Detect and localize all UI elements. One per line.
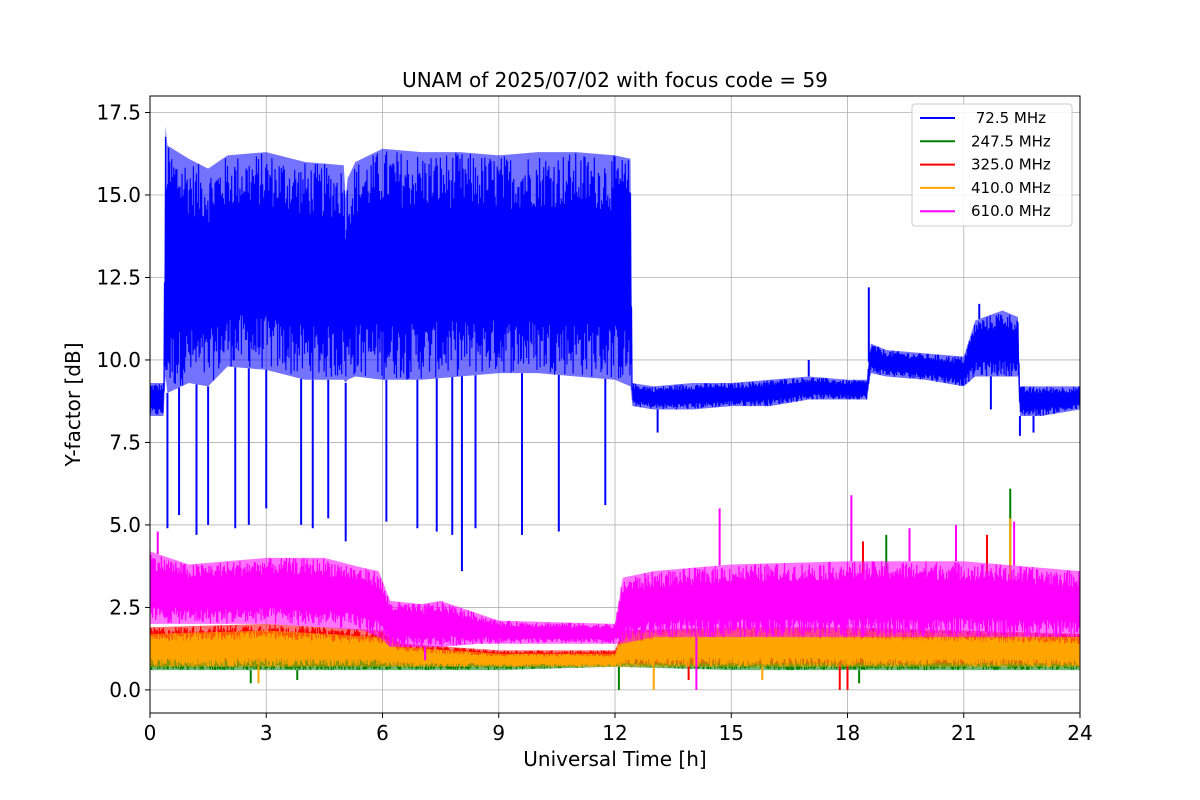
x-tick-label: 6 xyxy=(376,721,389,745)
x-axis: 0 3 6 9 12 15 18 21 24 xyxy=(144,713,1093,745)
x-tick-label: 12 xyxy=(602,721,627,745)
legend-label: 325.0 MHz xyxy=(971,156,1051,174)
series-envelope xyxy=(150,551,1080,648)
y-tick-label: 15.0 xyxy=(96,183,141,207)
legend-box xyxy=(911,103,1073,227)
series-4 xyxy=(150,495,1080,690)
chart-title: UNAM of 2025/07/02 with focus code = 59 xyxy=(402,68,828,92)
x-tick-label: 9 xyxy=(492,721,505,745)
x-tick-label: 21 xyxy=(951,721,976,745)
y-axis-label: Y-factor [dB] xyxy=(61,342,85,467)
y-tick-label: 5.0 xyxy=(109,513,141,537)
legend: 72.5 MHz 247.5 MHz 325.0 MHz 410.0 MHz 610.0… xyxy=(911,103,1073,227)
x-tick-label: 18 xyxy=(835,721,860,745)
x-tick-label: 15 xyxy=(719,721,744,745)
series-0 xyxy=(150,125,1080,572)
legend-label: 72.5 MHz xyxy=(971,109,1046,127)
x-tick-label: 3 xyxy=(260,721,273,745)
y-tick-label: 10.0 xyxy=(96,348,141,372)
legend-label: 247.5 MHz xyxy=(971,132,1051,150)
legend-label: 610.0 MHz xyxy=(971,202,1051,220)
y-tick-label: 2.5 xyxy=(109,595,141,619)
y-tick-label: 7.5 xyxy=(109,430,141,454)
x-tick-label: 0 xyxy=(144,721,157,745)
y-axis: 0.0 2.5 5.0 7.5 10.0 12.5 15.0 17.5 xyxy=(96,100,150,702)
y-tick-label: 0.0 xyxy=(109,678,141,702)
x-axis-label: Universal Time [h] xyxy=(523,747,706,771)
series-layer xyxy=(150,125,1080,690)
y-tick-label: 17.5 xyxy=(96,100,141,124)
x-tick-label: 24 xyxy=(1067,721,1092,745)
legend-label: 410.0 MHz xyxy=(971,179,1051,197)
y-tick-label: 12.5 xyxy=(96,265,141,289)
series-envelope xyxy=(150,125,1080,417)
